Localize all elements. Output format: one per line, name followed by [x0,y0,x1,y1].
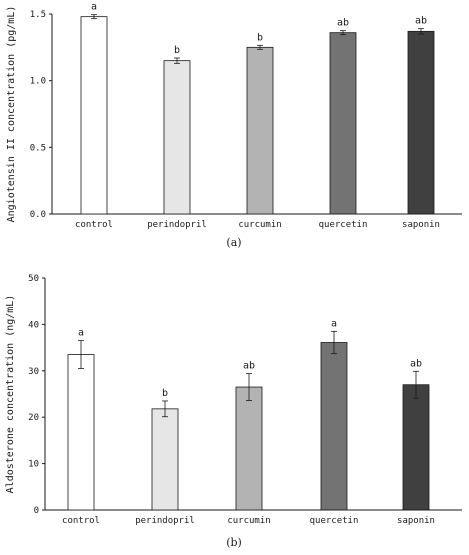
y-tick-label: 0.0 [30,210,46,220]
significance-label: ab [243,361,255,372]
bar-saponin [407,30,435,215]
chart-panel-b: Aldosterone concentration (ng/mL) (b) 0 1… [5,274,462,549]
significance-label: b [257,32,263,43]
bar-control [67,354,95,511]
y-tick-label: 0.5 [30,143,46,153]
y-tick-label: 0 [34,506,39,516]
significance-label: ab [410,358,422,369]
y-tick-label: 40 [28,320,39,330]
bar-quercetin [329,32,357,215]
bar-quercetin [320,342,348,511]
significance-label: b [162,388,168,399]
y-tick-label: 50 [28,274,39,284]
significance-label: ab [337,18,349,29]
category-label: perindopril [135,516,195,526]
category-label: control [75,220,113,230]
bar-perindopril [163,60,191,215]
significance-label: a [91,2,97,13]
y-tick-label: 30 [28,367,39,377]
category-label: saponin [402,220,440,230]
panel-label: (a) [226,236,241,249]
significance-label: a [78,328,84,339]
significance-label: b [174,45,180,56]
y-tick-label: 1.0 [30,77,46,87]
y-tick-label: 20 [28,413,39,423]
y-tick-label: 1.5 [30,10,46,20]
y-axis-title: Angiotensin II concentration (pg/mL) [6,6,17,223]
category-label: quercetin [319,220,368,230]
panel-label: (b) [226,536,242,549]
category-label: quercetin [310,516,359,526]
significance-label: a [331,318,337,329]
significance-label: ab [415,16,427,27]
y-tick-label: 10 [28,460,39,470]
category-label: control [62,516,100,526]
chart-panel-a: Angiotensin II concentration (pg/mL) (a)… [6,2,462,249]
bar-perindopril [151,408,179,511]
category-label: curcumin [227,516,270,526]
category-label: perindopril [147,220,207,230]
bar-curcumin [246,46,274,215]
category-label: curcumin [238,220,281,230]
y-axis-title: Aldosterone concentration (ng/mL) [5,295,16,494]
category-label: saponin [397,516,435,526]
bar-saponin [402,384,430,511]
bar-control [80,16,108,215]
bar-curcumin [235,386,263,511]
